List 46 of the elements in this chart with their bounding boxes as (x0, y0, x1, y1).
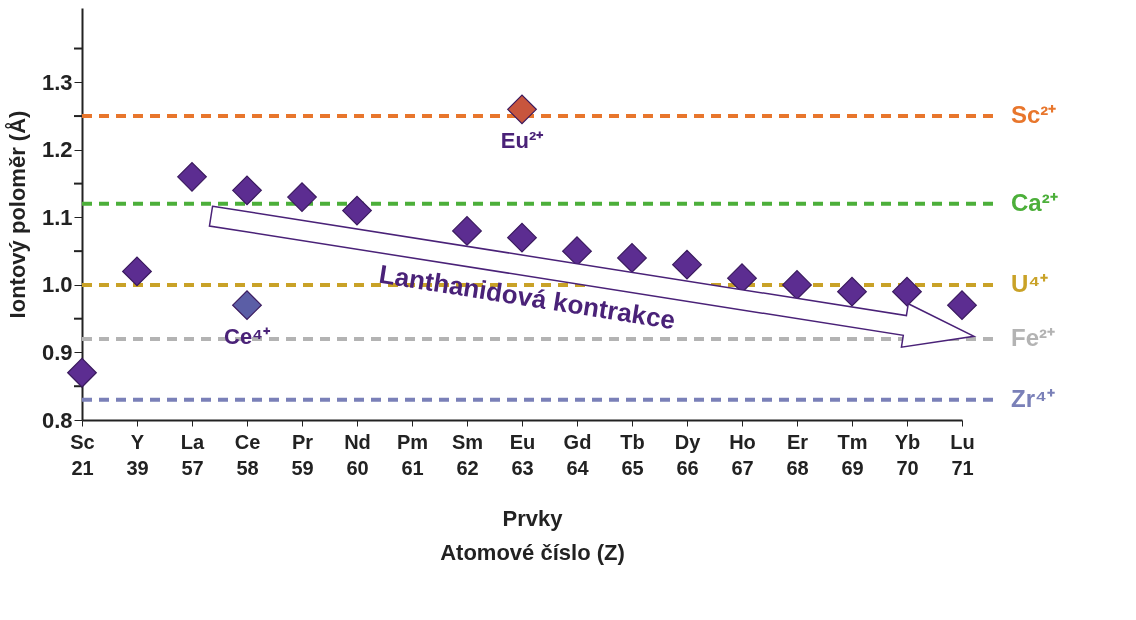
x-tick-label: Lu 71 (950, 430, 975, 479)
x-tick-label: Gd 64 (563, 430, 592, 479)
point (122, 256, 152, 287)
x-tick-label: Y 39 (126, 430, 149, 479)
ref-line-label: Fe²⁺ (1011, 323, 1055, 351)
y-tick-label: 1.0 (41, 272, 73, 298)
annotation: Lanthanidová kontrakce (377, 258, 678, 336)
point (892, 276, 922, 307)
ref-line-label: Zr⁴⁺ (1011, 384, 1055, 412)
x-axis-title: Prvky Atomové číslo (Z) (440, 505, 625, 565)
point (782, 270, 812, 300)
point (452, 215, 482, 246)
point (947, 290, 977, 321)
y-tick-label: 1.2 (41, 137, 73, 163)
point (232, 175, 262, 206)
y-tick-label: 1.1 (41, 204, 73, 230)
x-tick-label: Sc 21 (70, 430, 95, 479)
x-tick-label: Nd 60 (344, 430, 371, 479)
x-tick-label: Ho 67 (729, 430, 756, 479)
x-tick-label: Sm 62 (451, 430, 484, 479)
point (177, 161, 207, 192)
x-tick-label: Yb 70 (894, 430, 921, 479)
point (342, 195, 372, 226)
x-tick-label: Pr 59 (291, 430, 314, 479)
ref-line-label: Sc²⁺ (1011, 101, 1057, 129)
ref-line-label: Ca²⁺ (1011, 188, 1058, 216)
y-tick-label: 0.9 (41, 339, 73, 365)
point (617, 242, 647, 273)
y-tick-label: 0.8 (41, 407, 73, 433)
x-tick-label: Eu 63 (509, 430, 536, 479)
x-tick-label: Tb 65 (620, 430, 645, 479)
y-axis-title: Iontový poloměr (Å) (3, 110, 30, 319)
x-tick-label: Ce 58 (234, 430, 261, 479)
x-tick-label: La 57 (180, 430, 206, 479)
ref-line-label: U⁴⁺ (1011, 269, 1049, 297)
series-label: Eu²⁺ (500, 128, 545, 154)
x-tick-label: Pm 61 (396, 430, 429, 479)
x-tick-label: Dy 66 (674, 430, 702, 479)
x-tick-label: Er 68 (786, 430, 809, 479)
point (287, 182, 317, 213)
point (672, 249, 702, 280)
point (507, 222, 537, 253)
series-label: Ce⁴⁺ (223, 324, 271, 350)
point (837, 276, 867, 307)
x-tick-label: Tm 69 (837, 430, 868, 479)
y-tick-label: 1.3 (41, 69, 73, 95)
